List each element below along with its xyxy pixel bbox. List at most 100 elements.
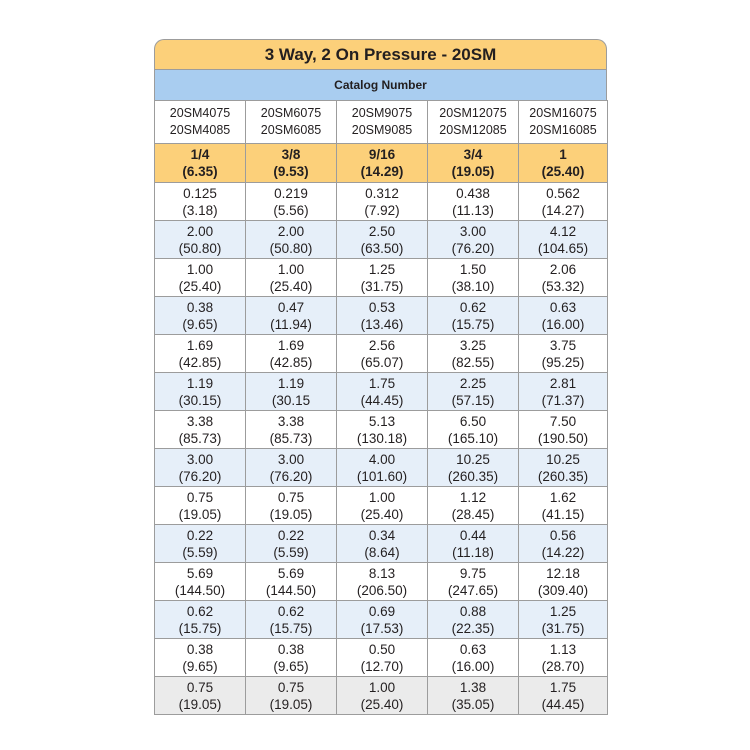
- table-cell: 1.75 (44.45): [336, 372, 428, 411]
- cell-value-mm: (19.05): [178, 506, 222, 522]
- table-cell: 1.19 (30.15): [154, 372, 246, 411]
- cell-value-inch: 9.75: [459, 565, 487, 581]
- table-cell: 1.25 (31.75): [336, 258, 428, 297]
- table-row: 1.00 (25.40) 1.00 (25.40) 1.25 (31.75) 1.50 (38…: [154, 258, 608, 297]
- table-cell: 4.00 (101.60): [336, 448, 428, 487]
- table-cell: 2.50 (63.50): [336, 220, 428, 259]
- table-cell: 20SM12075 20SM12085: [427, 100, 519, 144]
- cell-value-mm: (144.50): [174, 582, 226, 598]
- cell-value-inch: 0.44: [459, 527, 487, 543]
- table-cell: 3.00 (76.20): [245, 448, 337, 487]
- table-cell: 10.25 (260.35): [518, 448, 608, 487]
- catalog-number-header: Catalog Number: [154, 69, 607, 101]
- table-cell: 2.00 (50.80): [154, 220, 246, 259]
- cell-value-mm: (44.45): [541, 696, 585, 712]
- cell-value-inch: 2.81: [549, 375, 577, 391]
- table-cell: 0.75 (19.05): [154, 486, 246, 525]
- table-cell: 5.69 (144.50): [245, 562, 337, 601]
- cell-value-mm: (14.22): [541, 544, 585, 560]
- table-cell: 20SM4075 20SM4085: [154, 100, 246, 144]
- cell-value-mm: (14.29): [360, 164, 404, 179]
- cell-value-inch: 0.62: [277, 603, 305, 619]
- cell-value-inch: 1.75: [368, 375, 396, 391]
- cell-value-inch: 0.219: [274, 185, 308, 201]
- cell-value-inch: 3.00: [459, 223, 487, 239]
- cell-value-mm: (5.59): [182, 544, 218, 560]
- cell-value-mm: (15.75): [178, 620, 222, 636]
- table-cell: 0.125 (3.18): [154, 182, 246, 221]
- cell-value-mm: (6.35): [182, 164, 218, 179]
- cell-value-inch: 3.25: [459, 337, 487, 353]
- cell-value-inch: 0.62: [186, 603, 214, 619]
- table-cell: 3.38 (85.73): [245, 410, 337, 449]
- cell-value-mm: (65.07): [360, 354, 404, 370]
- cell-value-inch: 1.69: [186, 337, 214, 353]
- cell-value-mm: (25.40): [178, 278, 222, 294]
- table-cell: 0.438 (11.13): [427, 182, 519, 221]
- cell-value-mm: (42.85): [178, 354, 222, 370]
- table-cell: 0.62 (15.75): [245, 600, 337, 639]
- cell-value-inch: 0.63: [459, 641, 487, 657]
- cell-value-mm: (9.65): [273, 658, 309, 674]
- cell-value-inch: 0.125: [183, 185, 217, 201]
- cell-value-mm: (19.05): [269, 506, 313, 522]
- cell-value-inch: 0.62: [459, 299, 487, 315]
- table-cell: 2.06 (53.32): [518, 258, 608, 297]
- table-cell: 1 (25.40): [518, 143, 608, 183]
- cell-value-inch: 1.19: [186, 375, 214, 391]
- cell-value-mm: (76.20): [269, 468, 313, 484]
- cell-value-mm: (71.37): [541, 392, 585, 408]
- cell-value-mm: (144.50): [265, 582, 317, 598]
- table-cell: 0.62 (15.75): [154, 600, 246, 639]
- table-cell: 1.50 (38.10): [427, 258, 519, 297]
- cell-value-mm: (16.00): [451, 658, 495, 674]
- table-cell: 3.38 (85.73): [154, 410, 246, 449]
- table-cell: 6.50 (165.10): [427, 410, 519, 449]
- cell-value-mm: (15.75): [451, 316, 495, 332]
- table-cell: 5.69 (144.50): [154, 562, 246, 601]
- table-cell: 1.00 (25.40): [245, 258, 337, 297]
- cell-value-mm: (8.64): [364, 544, 400, 560]
- cell-value-inch: 0.38: [186, 641, 214, 657]
- cell-value-mm: (82.55): [451, 354, 495, 370]
- cell-value-mm: (260.35): [537, 468, 589, 484]
- table-cell: 0.38 (9.65): [154, 296, 246, 335]
- cell-value-mm: (53.32): [541, 278, 585, 294]
- cell-value-inch: 3.00: [186, 451, 214, 467]
- cell-value-inch: 1.62: [549, 489, 577, 505]
- table-cell: 1.19 (30.15: [245, 372, 337, 411]
- cell-value-inch: 20SM12075: [439, 106, 507, 120]
- table-title: 3 Way, 2 On Pressure - 20SM: [154, 39, 607, 70]
- table-cell: 0.22 (5.59): [154, 524, 246, 563]
- table-row: 0.22 (5.59) 0.22 (5.59) 0.34 (8.64) 0.44 (11.18…: [154, 524, 608, 563]
- cell-value-inch: 3.38: [277, 413, 305, 429]
- cell-value-inch: 1/4: [190, 147, 210, 162]
- table-cell: 7.50 (190.50): [518, 410, 608, 449]
- cell-value-inch: 20SM6075: [260, 106, 322, 120]
- table-row: 0.75 (19.05) 0.75 (19.05) 1.00 (25.40) 1.38 (35…: [154, 676, 608, 715]
- cell-value-inch: 1.00: [368, 679, 396, 695]
- table-cell: 0.75 (19.05): [245, 676, 337, 715]
- cell-value-mm: (9.65): [182, 658, 218, 674]
- cell-value-inch: 1.75: [549, 679, 577, 695]
- cell-value-inch: 20SM16075: [529, 106, 597, 120]
- table-cell: 2.81 (71.37): [518, 372, 608, 411]
- cell-value-inch: 1.25: [549, 603, 577, 619]
- cell-value-mm: (44.45): [360, 392, 404, 408]
- catalog-number-row: 20SM4075 20SM4085 20SM6075 20SM6085 20SM9075…: [154, 100, 608, 144]
- table-cell: 0.62 (15.75): [427, 296, 519, 335]
- cell-value-inch: 1.00: [277, 261, 305, 277]
- table-cell: 0.63 (16.00): [427, 638, 519, 677]
- table-cell: 9/16 (14.29): [336, 143, 428, 183]
- table-cell: 0.69 (17.53): [336, 600, 428, 639]
- table-cell: 0.75 (19.05): [154, 676, 246, 715]
- cell-value-mm: (247.65): [447, 582, 499, 598]
- cell-value-inch: 3/8: [281, 147, 301, 162]
- table-cell: 0.34 (8.64): [336, 524, 428, 563]
- table-cell: 20SM6075 20SM6085: [245, 100, 337, 144]
- cell-value-mm: (5.56): [273, 202, 309, 218]
- table-cell: 2.56 (65.07): [336, 334, 428, 373]
- cell-value-mm: (57.15): [451, 392, 495, 408]
- cell-value-inch: 0.312: [365, 185, 399, 201]
- cell-value-mm: 20SM16085: [529, 123, 597, 137]
